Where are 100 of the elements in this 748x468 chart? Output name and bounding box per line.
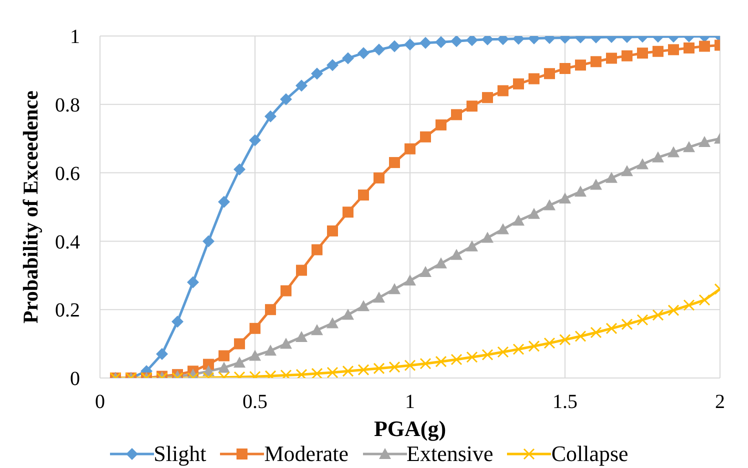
point [218, 350, 230, 362]
point [234, 163, 246, 176]
point [280, 285, 292, 296]
point [652, 309, 664, 321]
point [264, 344, 276, 356]
point [358, 190, 369, 201]
point [528, 208, 540, 219]
point [528, 73, 540, 84]
point [683, 299, 695, 311]
point [621, 318, 633, 330]
point [621, 165, 633, 176]
point [326, 366, 338, 378]
x-tick-label: 0.5 [242, 391, 268, 414]
point [698, 136, 710, 148]
point [435, 36, 447, 48]
point [280, 338, 292, 349]
x-tick-label: 0 [95, 391, 105, 414]
point [187, 276, 199, 288]
point [218, 362, 230, 373]
point [358, 364, 370, 376]
point [574, 330, 586, 342]
point [512, 214, 524, 226]
point [450, 248, 462, 260]
x-tick-label: 1 [405, 391, 415, 414]
point [436, 119, 446, 130]
point [559, 192, 571, 204]
point [528, 340, 540, 352]
point [590, 178, 602, 190]
legend-label: Slight [154, 441, 206, 466]
point [606, 322, 618, 334]
point [311, 68, 323, 80]
point [636, 314, 648, 326]
point [636, 158, 648, 170]
point [388, 283, 400, 294]
point [218, 196, 230, 208]
point [265, 304, 276, 316]
point [342, 52, 354, 64]
point [420, 36, 432, 49]
point [311, 324, 323, 336]
legend-label: Moderate [264, 441, 349, 466]
point [358, 47, 370, 60]
y-tick-label: 0 [70, 368, 80, 390]
y-tick-label: 1 [70, 26, 80, 48]
point [590, 326, 602, 338]
point [202, 235, 214, 248]
point [420, 131, 431, 142]
point [296, 330, 308, 342]
point [312, 244, 322, 256]
point [264, 110, 276, 122]
point [574, 186, 586, 197]
point [250, 322, 260, 334]
point [482, 232, 494, 243]
x-axis-title: PGA(g) [374, 416, 446, 441]
point [622, 50, 632, 62]
point [388, 361, 400, 373]
point [404, 38, 416, 51]
y-tick-label: 0.6 [55, 162, 80, 185]
point [451, 109, 462, 120]
point [404, 274, 416, 286]
point [559, 334, 571, 346]
point [560, 62, 570, 74]
point [342, 206, 354, 218]
point [512, 344, 524, 356]
point [374, 172, 384, 184]
point [544, 68, 555, 80]
point [435, 356, 447, 368]
point [699, 40, 710, 52]
point [435, 257, 447, 268]
point [637, 48, 648, 59]
point [172, 316, 184, 328]
point [327, 225, 338, 236]
point [358, 300, 370, 312]
point [420, 266, 432, 277]
point [652, 151, 664, 162]
point [234, 338, 245, 350]
point [668, 146, 680, 158]
point [683, 141, 695, 152]
point [388, 40, 400, 52]
point [544, 337, 556, 349]
point [466, 240, 478, 252]
point [404, 360, 416, 372]
point [342, 365, 354, 377]
point [296, 80, 308, 92]
point [373, 292, 385, 303]
point [466, 351, 478, 363]
point [698, 294, 710, 306]
point [373, 44, 385, 56]
point [513, 78, 524, 90]
point [652, 46, 664, 57]
point [684, 42, 694, 54]
y-tick-label: 0.2 [55, 300, 80, 322]
point [249, 134, 261, 146]
point [590, 56, 602, 68]
x-tick-label: 2 [715, 391, 725, 414]
point [482, 348, 494, 360]
point [606, 172, 618, 183]
point [498, 85, 508, 96]
point [296, 368, 308, 378]
point [249, 350, 261, 361]
point [326, 59, 338, 72]
